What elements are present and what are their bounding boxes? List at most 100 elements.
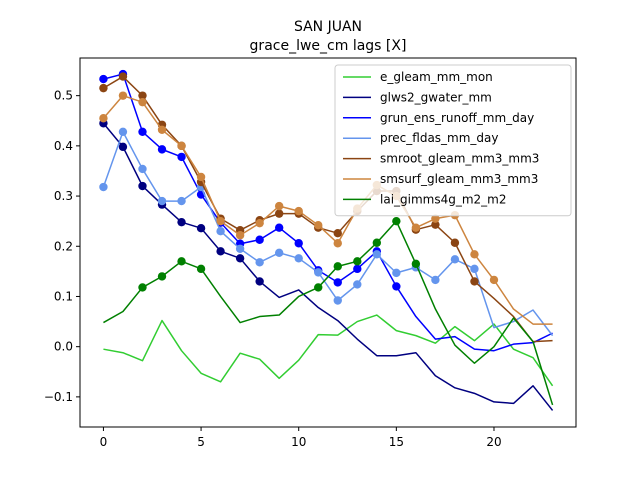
y-tick-label: 0.3 [54, 189, 73, 203]
y-tick-label: 0.5 [54, 89, 73, 103]
legend-label: grun_ens_runoff_mm_day [380, 111, 534, 125]
series-point [216, 247, 225, 256]
y-tick-label: 0.0 [54, 340, 73, 354]
series-point [196, 264, 206, 274]
series-point [353, 280, 362, 289]
series-lai_gimms4g_m2_m2 [103, 216, 554, 406]
series-point [353, 264, 362, 274]
y-tick-label: 0.1 [54, 289, 73, 303]
series-point [450, 238, 460, 247]
series-point [333, 278, 342, 287]
x-tick-label: 0 [100, 435, 108, 449]
series-point [157, 272, 167, 281]
series-point [235, 244, 245, 253]
legend-label: smsurf_gleam_mm3_mm3 [380, 172, 538, 186]
series-point [431, 220, 440, 229]
series-point [274, 209, 284, 218]
series-point [372, 250, 382, 259]
series-line [103, 314, 554, 387]
series-point [392, 268, 401, 278]
series-point [255, 277, 264, 286]
series-point [157, 145, 167, 154]
series-point [235, 231, 245, 240]
series-point [411, 259, 421, 269]
series-e_gleam_mm_mon [103, 314, 554, 387]
series-point [489, 275, 499, 285]
series-point [294, 239, 303, 248]
series-point [470, 264, 479, 274]
y-tick-label: 0.2 [54, 239, 73, 253]
series-point [118, 142, 128, 152]
series-point [392, 282, 401, 291]
x-tick-label: 5 [197, 435, 205, 449]
legend-item: prec_fldas_mm_day [343, 131, 499, 145]
series-point [216, 216, 225, 226]
chart-title: SAN JUAN [294, 19, 362, 35]
series-point [255, 218, 264, 228]
legend-item: smsurf_gleam_mm3_mm3 [343, 172, 538, 186]
series-point [177, 196, 186, 206]
series-point [196, 223, 206, 233]
legend-label: prec_fldas_mm_day [380, 131, 499, 145]
legend-item: lai_gimms4g_m2_m2 [343, 192, 507, 206]
series-point [138, 164, 147, 174]
series-point [196, 172, 206, 182]
series-point [333, 262, 342, 271]
series-point [255, 258, 264, 267]
series-point [99, 114, 108, 123]
series-point [372, 238, 382, 247]
series-point [177, 217, 186, 227]
series-point [333, 229, 342, 238]
y-tick-label: −0.1 [44, 390, 73, 404]
legend-label: smroot_gleam_mm3_mm3 [380, 152, 539, 166]
series-point [118, 91, 128, 100]
series-point [157, 125, 167, 134]
series-point [411, 223, 421, 232]
series-point [138, 283, 147, 292]
series-point [470, 250, 479, 259]
series-point [138, 97, 147, 107]
series-point [274, 201, 284, 211]
series-point [274, 248, 284, 257]
x-tick-label: 10 [291, 435, 306, 449]
series-point [431, 275, 440, 285]
series-point [138, 91, 147, 100]
series-point [314, 268, 323, 277]
series-line [102, 94, 553, 325]
series-point [99, 74, 108, 84]
series-point [333, 296, 342, 305]
series-point [431, 214, 440, 223]
series-point [177, 152, 186, 162]
legend-label: lai_gimms4g_m2_m2 [380, 192, 507, 206]
series-point [177, 141, 186, 151]
series-point [235, 254, 245, 263]
chart-subtitle: grace_lwe_cm lags [X] [250, 38, 407, 54]
legend-box [334, 64, 572, 217]
series-point [314, 220, 323, 230]
plot-area [99, 69, 554, 411]
series-point [216, 227, 225, 236]
series-point [450, 255, 460, 264]
x-tick-label: 20 [486, 435, 501, 449]
y-tick-label: 0.4 [54, 139, 73, 153]
x-tick-label: 15 [389, 435, 404, 449]
legend-item: glws2_gwater_mm [343, 90, 492, 104]
legend-item: e_gleam_mm_mon [343, 70, 493, 84]
series-point [470, 277, 479, 286]
series-point [177, 257, 186, 266]
series-point [118, 72, 128, 81]
legend-item: grun_ens_runoff_mm_day [343, 111, 534, 125]
legend-item: smroot_gleam_mm3_mm3 [343, 152, 539, 166]
series-point [294, 206, 303, 216]
legend-label: e_gleam_mm_mon [380, 70, 493, 84]
series-glws2_gwater_mm [99, 119, 554, 411]
legend: e_gleam_mm_mon glws2_gwater_mm grun_ens_ru… [334, 64, 572, 217]
series-point [314, 283, 323, 292]
series-line [102, 122, 554, 411]
series-point [294, 254, 303, 263]
series-point [392, 216, 401, 226]
axes: 0 5 10 15 20 −0.1 0.0 0.1 0.2 0.3 0.4 0.5 [44, 57, 577, 449]
series-point [118, 127, 128, 136]
